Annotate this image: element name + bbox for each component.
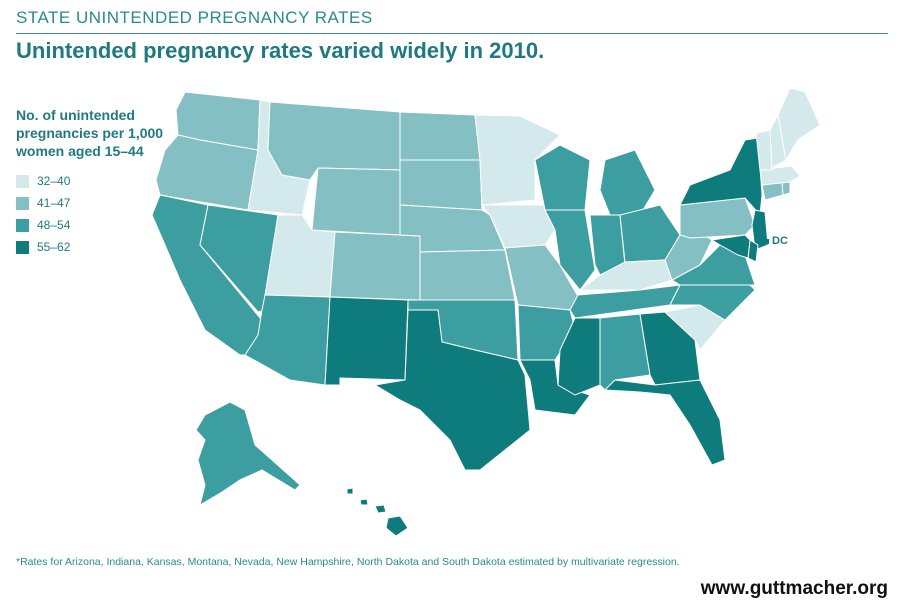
legend-label: 32–40 — [37, 174, 71, 188]
state-fl — [603, 379, 726, 466]
us-map — [140, 80, 840, 550]
state-md — [710, 234, 751, 259]
dc-label-text: DC — [772, 235, 788, 247]
state-nd — [399, 111, 481, 161]
dc-swatch — [764, 238, 769, 244]
headline: Unintended pregnancy rates varied widely… — [16, 38, 545, 63]
state-me — [777, 87, 821, 162]
footnote: *Rates for Arizona, Indiana, Kansas, Mon… — [16, 556, 680, 568]
state-tx — [373, 309, 531, 471]
legend-label: 41–47 — [37, 196, 71, 210]
legend-swatch — [16, 174, 29, 188]
legend-item: 55–62 — [16, 236, 176, 258]
website-url: www.guttmacher.org — [700, 578, 888, 599]
state-sc — [663, 304, 726, 351]
state-ak — [195, 401, 301, 507]
legend-title: No. of unintended pregnancies per 1,000 … — [16, 107, 164, 159]
legend-item: 48–54 — [16, 214, 176, 236]
legend: No. of unintended pregnancies per 1,000 … — [16, 106, 176, 258]
dc-marker: DC — [764, 235, 788, 247]
title-divider — [16, 33, 888, 34]
state-co — [329, 231, 421, 301]
legend-label: 55–62 — [37, 240, 71, 254]
state-mi — [599, 149, 656, 216]
state-ri — [781, 181, 791, 196]
kicker-title: STATE UNINTENDED PREGNANCY RATES — [16, 8, 373, 27]
legend-swatch — [16, 196, 29, 210]
state-mn — [474, 114, 561, 206]
state-hi-kauai — [346, 487, 354, 495]
state-ny — [679, 137, 763, 217]
state-nm — [324, 296, 409, 386]
legend-item: 32–40 — [16, 170, 176, 192]
state-la — [519, 359, 591, 416]
state-ks — [419, 249, 516, 301]
state-vt — [755, 129, 773, 171]
state-wi — [534, 144, 591, 211]
state-hi-maui — [374, 504, 387, 514]
legend-swatch — [16, 240, 29, 254]
state-sd — [399, 159, 483, 211]
state-hi-oahu — [359, 498, 369, 506]
legend-item: 41–47 — [16, 192, 176, 214]
state-wy — [311, 167, 401, 236]
legend-swatch — [16, 218, 29, 232]
state-hi — [346, 487, 409, 537]
legend-label: 48–54 — [37, 218, 71, 232]
state-or — [155, 134, 259, 211]
state-hi-big-island — [385, 515, 409, 537]
us-map-svg — [151, 87, 821, 537]
state-ma — [759, 165, 801, 186]
